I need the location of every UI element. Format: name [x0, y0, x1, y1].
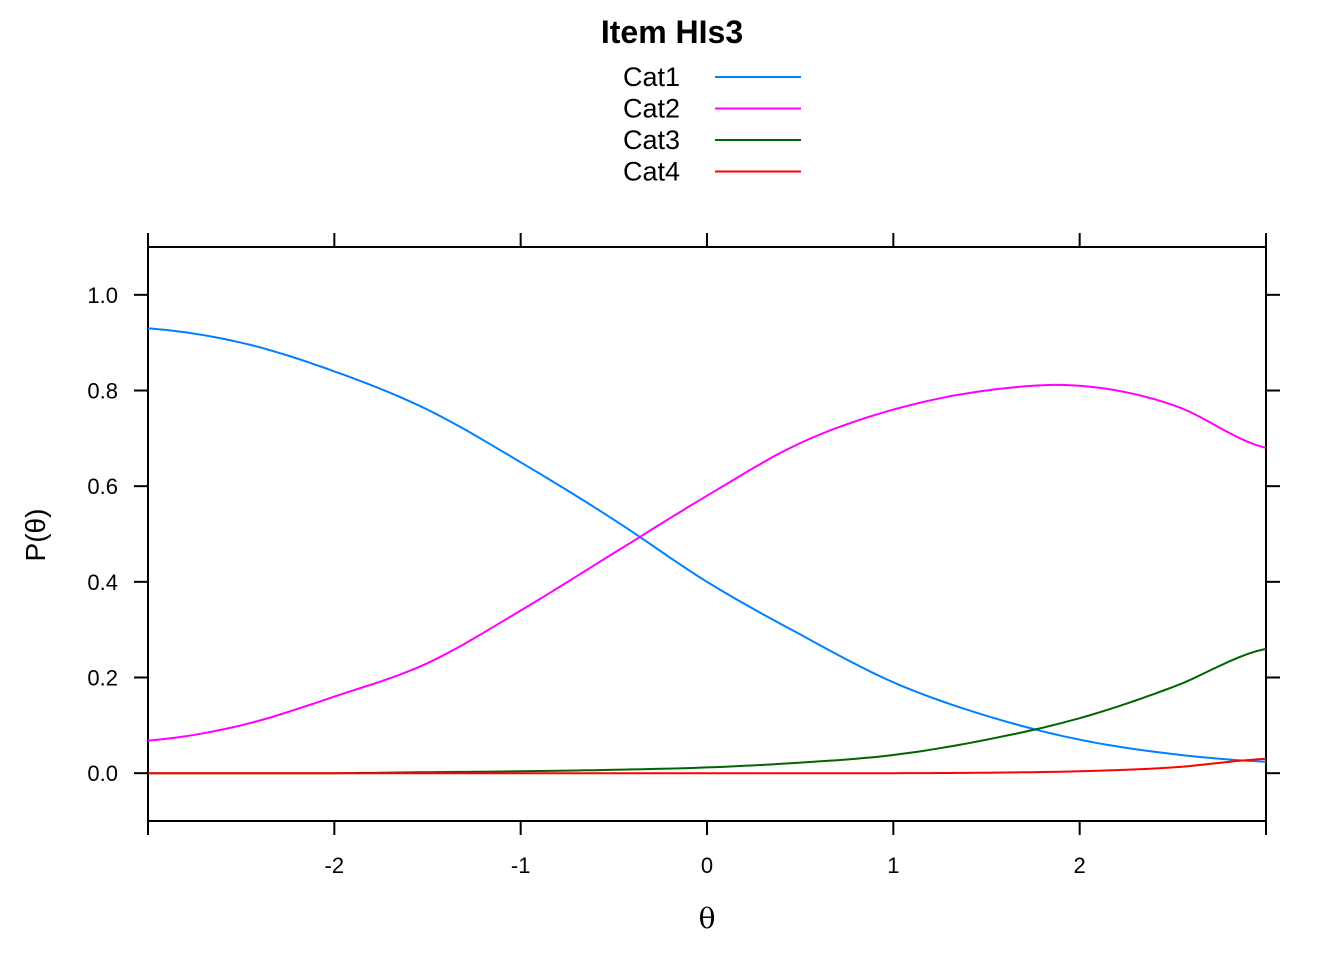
y-tick-label: 0.6	[87, 474, 118, 499]
x-axis: -2 -1 0 1 2	[147, 233, 1267, 878]
y-tick-label: 0.0	[87, 761, 118, 786]
legend-label-cat4: Cat4	[623, 157, 680, 187]
x-tick-label: 1	[887, 853, 899, 878]
legend-label-cat2: Cat2	[623, 94, 680, 124]
x-axis-label: θ	[699, 902, 716, 935]
legend-label-cat3: Cat3	[623, 125, 680, 155]
y-tick-label: 1.0	[87, 283, 118, 308]
legend-label-cat1: Cat1	[623, 62, 680, 92]
plot-frame	[147, 246, 1267, 822]
x-tick-label: 0	[701, 853, 713, 878]
series-line-cat2	[147, 383, 1267, 742]
x-tick-label: 2	[1074, 853, 1086, 878]
series-line-cat4	[148, 757, 1267, 775]
y-tick-label: 0.8	[87, 379, 118, 404]
y-tick-label: 0.4	[87, 570, 118, 595]
y-axis: 0.0 0.2 0.4 0.6 0.8 1.0	[87, 283, 1280, 786]
x-tick-label: -2	[325, 853, 345, 878]
y-tick-label: 0.2	[87, 666, 118, 691]
chart-title: Item HIs3	[601, 14, 743, 50]
series-line-cat1	[147, 327, 1267, 763]
series-lines	[147, 327, 1267, 775]
series-line-cat3	[148, 647, 1267, 775]
plot-border	[147, 246, 1267, 822]
y-axis-label: P(θ)	[20, 509, 51, 562]
x-tick-label: -1	[511, 853, 531, 878]
